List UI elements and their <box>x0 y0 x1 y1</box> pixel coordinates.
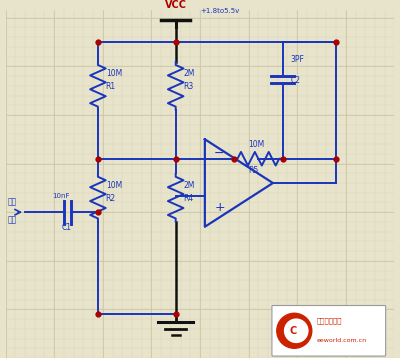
Text: 10M: 10M <box>249 140 265 149</box>
Text: C1: C1 <box>62 223 72 232</box>
Text: R1: R1 <box>106 82 116 91</box>
FancyBboxPatch shape <box>272 305 386 356</box>
Text: 信号: 信号 <box>8 197 17 207</box>
Circle shape <box>277 313 312 348</box>
Text: 10M: 10M <box>106 69 122 78</box>
Text: C: C <box>290 326 297 336</box>
Text: R5: R5 <box>249 166 259 175</box>
Text: 10M: 10M <box>106 181 122 190</box>
Text: +1.8to5.5v: +1.8to5.5v <box>200 8 239 14</box>
Text: 10nF: 10nF <box>52 193 70 199</box>
Text: +: + <box>214 201 225 214</box>
Text: R2: R2 <box>106 194 116 203</box>
Text: 输入: 输入 <box>8 215 17 224</box>
Text: 电子工程世界: 电子工程世界 <box>317 318 342 324</box>
Text: R3: R3 <box>184 82 194 91</box>
Text: −: − <box>214 147 225 160</box>
Text: eeworld.com.cn: eeworld.com.cn <box>317 338 367 343</box>
Text: 2M: 2M <box>184 181 195 190</box>
Text: 3PF: 3PF <box>290 54 304 63</box>
Circle shape <box>284 319 308 343</box>
Text: VCC: VCC <box>165 0 187 10</box>
Text: 2M: 2M <box>184 69 195 78</box>
Text: R4: R4 <box>184 194 194 203</box>
Text: C2: C2 <box>290 76 300 85</box>
